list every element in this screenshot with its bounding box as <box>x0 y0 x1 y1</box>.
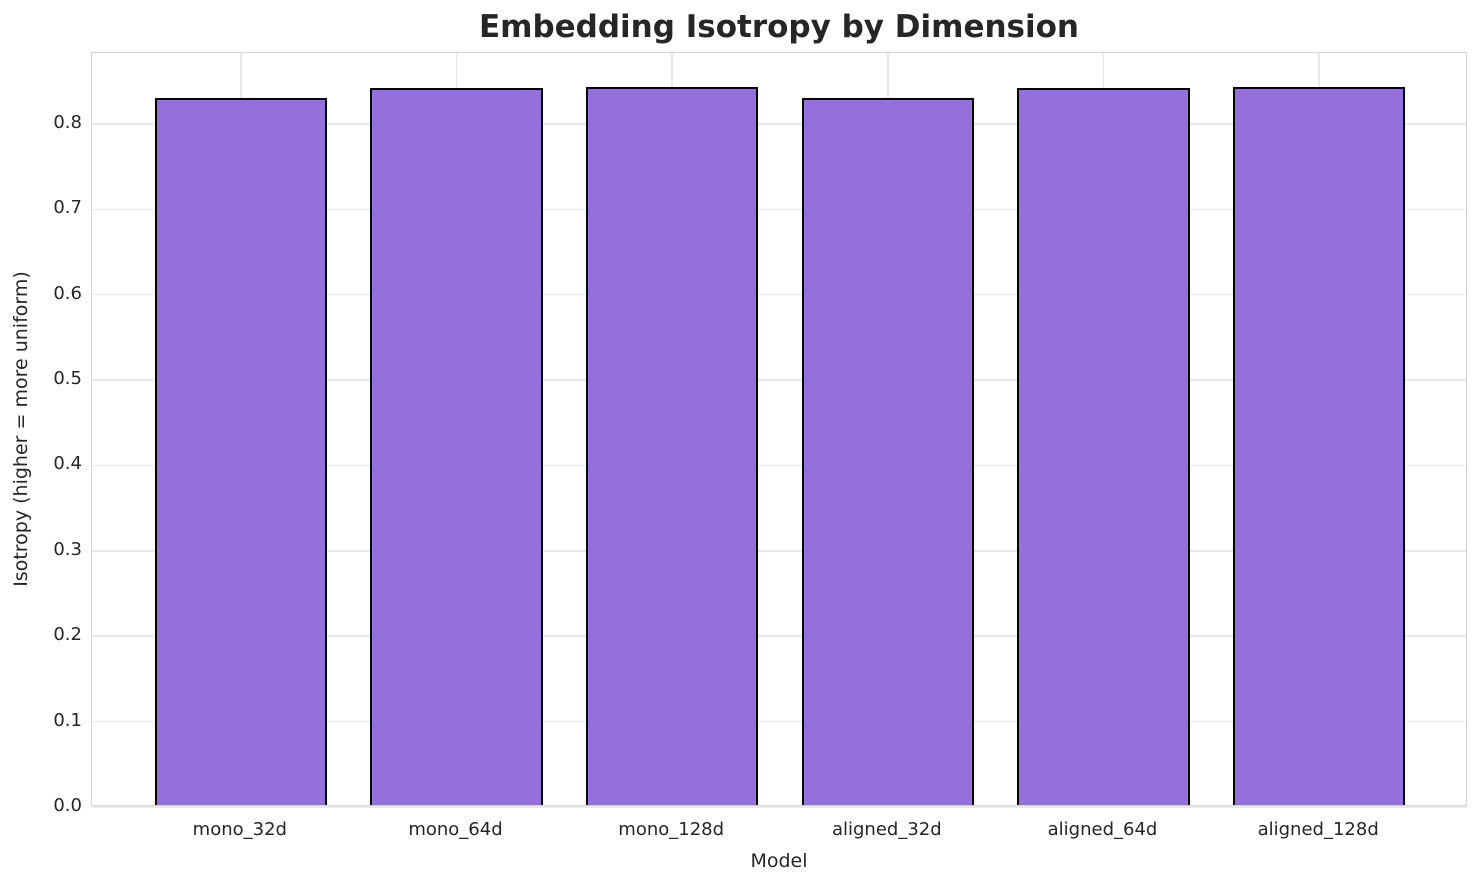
y-tick-label: 0.1 <box>53 709 82 731</box>
y-tick-label: 0.2 <box>53 624 82 646</box>
y-gridline <box>92 208 1466 210</box>
x-tick-label: mono_64d <box>408 819 503 840</box>
y-gridline <box>92 635 1466 637</box>
bar-mono_32d <box>154 97 328 805</box>
x-tick-label: mono_128d <box>618 819 725 840</box>
y-tick-label: 0.3 <box>53 538 82 560</box>
y-gridline <box>92 464 1466 467</box>
chart-title: Embedding Isotropy by Dimension <box>478 9 1080 45</box>
x-tick-label: aligned_64d <box>1047 819 1158 840</box>
y-tick-label: 0.0 <box>53 795 82 816</box>
bar-aligned_32d <box>801 97 975 805</box>
y-gridline <box>92 806 1466 808</box>
y-tick-label: 0.7 <box>53 197 82 219</box>
bar-mono_64d <box>370 87 543 805</box>
x-axis-label: Model <box>750 850 808 872</box>
y-tick-label: 0.6 <box>53 282 82 304</box>
x-tick-label: aligned_32d <box>831 819 942 840</box>
y-gridline <box>92 123 1466 125</box>
x-tick-label: aligned_128d <box>1257 819 1379 840</box>
bar-aligned_128d <box>1232 86 1406 805</box>
y-tick-label: 0.8 <box>53 111 82 133</box>
y-tick-label: 0.5 <box>53 368 82 390</box>
y-gridline <box>92 293 1466 296</box>
y-tick-label: 0.4 <box>53 453 82 475</box>
y-gridline <box>92 379 1466 381</box>
bar-aligned_64d <box>1017 87 1190 805</box>
y-gridline <box>92 550 1466 552</box>
x-tick-label: mono_32d <box>192 819 287 840</box>
plot-area <box>91 52 1467 808</box>
bar-mono_128d <box>585 86 759 805</box>
y-gridline <box>92 720 1466 723</box>
